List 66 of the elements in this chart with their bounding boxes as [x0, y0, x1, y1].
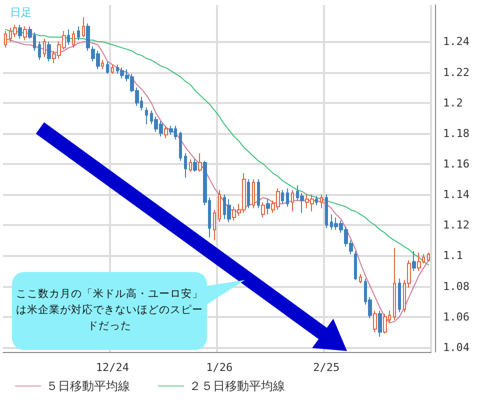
y-tick-label: 1.2: [443, 96, 463, 110]
candlestick: [47, 41, 51, 62]
candlestick: [111, 64, 114, 74]
y-tick-label: 1.16: [443, 157, 470, 170]
candlestick: [189, 158, 192, 172]
y-tick-label: 1.06: [443, 310, 470, 324]
candlestick: [169, 125, 173, 136]
candlestick: [164, 125, 168, 138]
candlestick: [261, 202, 265, 218]
candlestick: [373, 310, 377, 333]
candlestick: [77, 26, 80, 41]
candlestick: [193, 158, 197, 172]
x-tick-label: 12/24: [96, 361, 130, 374]
candlestick: [18, 24, 22, 40]
candlestick: [383, 313, 387, 334]
candlestick: [67, 28, 70, 46]
y-tick-label: 1.08: [443, 280, 470, 293]
candlestick: [86, 22, 90, 52]
candlestick: [179, 131, 182, 162]
line-series: [4, 28, 430, 266]
candlestick: [106, 61, 109, 74]
candlestick: [218, 189, 221, 223]
candlestick: [247, 178, 250, 209]
y-tick-label: 1.12: [443, 218, 470, 232]
candlestick: [354, 250, 357, 281]
y-tick-label: 1.24: [443, 35, 470, 48]
candlestick: [427, 252, 430, 262]
y-tick-label: 1.22: [443, 66, 470, 79]
candlestick: [359, 274, 362, 284]
annotation: ここ数カ月の「米ドル高・ユーロ安」は米企業が対応できないほどのスピードだった: [16, 287, 203, 332]
candlestick: [257, 178, 260, 209]
candlestick: [393, 248, 396, 320]
candlestick: [38, 41, 41, 61]
candlestick: [227, 198, 231, 223]
candlestick: [286, 188, 289, 208]
candlestick: [4, 30, 7, 48]
candlestick: [72, 30, 75, 48]
legend-label: ５日移動平均線: [46, 379, 130, 393]
y-tick-label: 1.18: [443, 126, 470, 140]
candlestick: [325, 194, 328, 229]
candlestick: [315, 196, 318, 206]
candlestick: [378, 310, 382, 338]
candlestick: [252, 178, 255, 209]
y-tick-label: 1.1: [443, 249, 463, 262]
candlestick: [213, 209, 216, 241]
candlestick: [101, 60, 104, 70]
candlestick: [266, 198, 270, 215]
y-tick-label: 1.04: [443, 340, 470, 354]
candlestick: [184, 152, 187, 178]
candlestick: [198, 152, 202, 172]
candlestick: [417, 252, 421, 272]
y-tick-label: 1.14: [443, 188, 470, 202]
x-tick-label: 1/26: [206, 361, 233, 374]
legend-label: ２５日移動平均線: [189, 379, 285, 393]
candlestick: [145, 106, 148, 125]
candlestick: [398, 278, 401, 313]
candlestick: [23, 26, 27, 41]
candlestick: [13, 24, 17, 38]
candlestick: [412, 250, 416, 272]
candlestick: [281, 189, 284, 204]
candlestick: [291, 189, 294, 212]
x-tick-label: 2/25: [313, 361, 340, 374]
candlestick: [82, 16, 85, 38]
annotation: 日足: [10, 6, 32, 19]
candlestick: [43, 38, 46, 58]
candlestick: [320, 194, 323, 209]
